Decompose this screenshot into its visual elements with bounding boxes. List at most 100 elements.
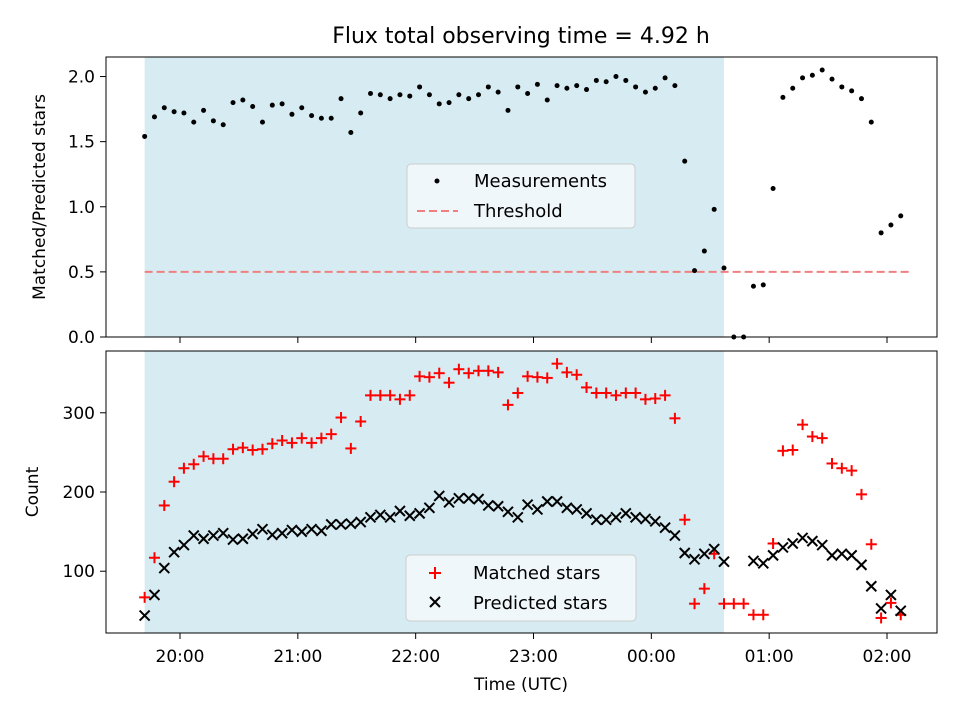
matched-star-point bbox=[247, 444, 259, 456]
measurement-point bbox=[318, 115, 324, 121]
matched-star-point bbox=[188, 458, 200, 470]
measurement-point bbox=[701, 248, 707, 254]
bottom-legend-box bbox=[405, 554, 637, 622]
top-y-tick-label: 0.5 bbox=[68, 263, 95, 283]
x-tick-label: 20:00 bbox=[156, 647, 205, 667]
predicted-star-point bbox=[855, 559, 868, 571]
measurement-point bbox=[564, 85, 570, 91]
matched-star-point bbox=[531, 371, 543, 383]
legend-measurements-label: Measurements bbox=[474, 171, 607, 192]
measurement-point bbox=[456, 92, 462, 98]
predicted-star-point bbox=[561, 502, 573, 514]
measurement-point bbox=[692, 268, 698, 274]
predicted-star-point bbox=[158, 562, 170, 574]
predicted-star-point bbox=[669, 529, 681, 542]
matched-star-point bbox=[394, 393, 406, 405]
predicted-star-point bbox=[718, 556, 730, 568]
predicted-star-point bbox=[394, 505, 406, 517]
measurement-point bbox=[858, 96, 864, 102]
measurement-point bbox=[417, 84, 423, 90]
measurement-point bbox=[476, 92, 482, 98]
predicted-star-point bbox=[404, 510, 416, 522]
measurement-point bbox=[495, 89, 501, 95]
measurement-point bbox=[721, 265, 727, 271]
matched-star-point bbox=[836, 462, 848, 474]
measurement-point bbox=[888, 222, 894, 228]
predicted-star-point bbox=[600, 514, 612, 526]
matched-star-point bbox=[482, 365, 494, 377]
matched-star-point bbox=[443, 377, 455, 389]
matched-star-point bbox=[384, 389, 396, 401]
matched-star-point bbox=[276, 435, 288, 447]
predicted-star-point bbox=[315, 525, 328, 537]
predicted-star-point bbox=[590, 514, 603, 526]
matched-star-point bbox=[227, 443, 239, 455]
measurement-point bbox=[829, 76, 835, 82]
measurement-point bbox=[554, 83, 560, 89]
matched-star-point bbox=[806, 431, 818, 443]
matched-star-point bbox=[335, 412, 347, 424]
matched-star-point bbox=[325, 428, 337, 440]
measurement-point bbox=[839, 84, 845, 90]
predicted-star-point bbox=[374, 509, 387, 521]
matched-star-point bbox=[512, 387, 524, 399]
measurement-point bbox=[534, 81, 540, 87]
measurement-point bbox=[515, 84, 521, 90]
predicted-star-point bbox=[384, 511, 396, 524]
measurement-point bbox=[367, 90, 373, 96]
predicted-star-point bbox=[845, 549, 858, 562]
top-x-ticks bbox=[179, 337, 888, 343]
measurement-point bbox=[299, 105, 305, 111]
predicted-star-point bbox=[659, 521, 671, 534]
measurement-point bbox=[201, 107, 207, 113]
measurement-point bbox=[289, 111, 295, 117]
predicted-star-point bbox=[580, 507, 593, 520]
matched-star-point bbox=[492, 366, 504, 378]
matched-star-point bbox=[590, 387, 602, 399]
predicted-star-point bbox=[698, 548, 711, 560]
predicted-star-point bbox=[551, 495, 563, 508]
x-tick-label: 01:00 bbox=[745, 647, 794, 667]
matched-star-point bbox=[296, 432, 308, 444]
measurement-point bbox=[259, 119, 265, 125]
measurement-point bbox=[574, 83, 580, 89]
top-axes-frame bbox=[105, 56, 938, 338]
measurement-point bbox=[269, 102, 275, 108]
predicted-star-point bbox=[620, 507, 632, 520]
predicted-star-point bbox=[777, 541, 789, 554]
measurement-point bbox=[142, 133, 148, 139]
predicted-star-point bbox=[679, 547, 691, 559]
measurement-point bbox=[210, 118, 216, 124]
top-y-axis-label: Matched/Predicted stars bbox=[30, 94, 50, 300]
predicted-star-point bbox=[227, 533, 239, 546]
matched-star-point bbox=[541, 372, 553, 384]
matched-star-point bbox=[345, 442, 357, 454]
bottom-marks bbox=[138, 358, 907, 624]
measurement-point bbox=[662, 75, 668, 81]
matched-star-point bbox=[885, 597, 897, 609]
predicted-star-point bbox=[462, 492, 475, 505]
matched-star-point bbox=[502, 399, 514, 411]
matched-star-point bbox=[473, 365, 485, 377]
predicted-star-point bbox=[364, 511, 377, 524]
matched-star-point bbox=[581, 381, 593, 393]
matched-star-point bbox=[689, 598, 701, 610]
measurement-point bbox=[436, 101, 442, 107]
matched-star-point bbox=[217, 453, 229, 465]
matched-star-point bbox=[630, 387, 642, 399]
matched-star-point bbox=[148, 552, 160, 564]
predicted-star-point bbox=[836, 548, 848, 560]
bottom-x-axis: 20:00 21:00 22:00 23:00 00:00 01:00 02:00 bbox=[156, 633, 912, 667]
legend-predicted-label: Predicted stars bbox=[473, 593, 607, 614]
predicted-star-point bbox=[256, 523, 269, 535]
predicted-star-point bbox=[570, 503, 583, 516]
matched-star-point bbox=[669, 412, 681, 424]
predicted-star-point bbox=[296, 525, 308, 538]
measurement-point bbox=[780, 94, 786, 100]
predicted-star-point bbox=[610, 511, 622, 524]
predicted-star-point bbox=[433, 490, 445, 502]
predicted-star-point bbox=[767, 549, 779, 562]
x-axis-label: Time (UTC) bbox=[473, 675, 568, 695]
measurement-point bbox=[633, 84, 639, 90]
matched-star-point bbox=[158, 499, 170, 511]
